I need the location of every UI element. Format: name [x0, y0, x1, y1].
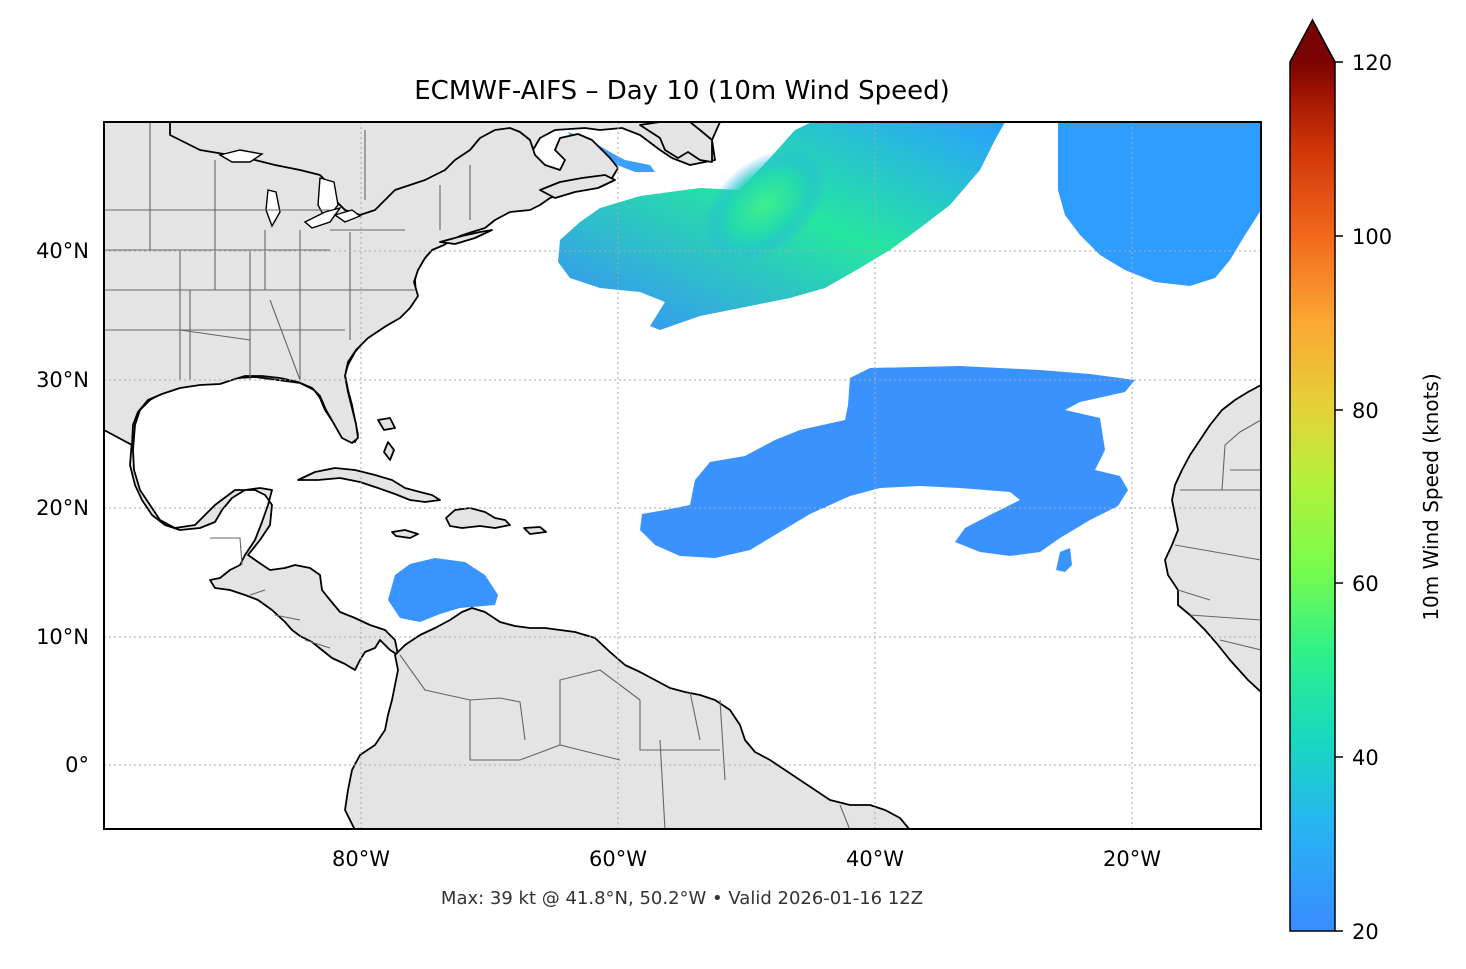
south-america-borders	[399, 654, 851, 829]
lat-tick-label: 40°N	[36, 239, 89, 263]
lon-tick-label: 60°W	[589, 847, 647, 871]
us-state-lines	[104, 122, 471, 381]
wind-region-northeast	[1058, 122, 1261, 286]
wind-region-cape-verde	[1056, 548, 1072, 572]
lat-tick-label: 20°N	[36, 496, 89, 520]
jet-core-maximum	[703, 149, 827, 261]
bahamas	[377, 417, 396, 461]
africa-borders	[1174, 419, 1261, 651]
south-america	[344, 607, 911, 829]
colorbar-label: 10m Wind Speed (knots)	[1419, 373, 1443, 620]
colorbar-tick-label: 120	[1352, 51, 1392, 75]
lat-tick-label: 10°N	[36, 625, 89, 649]
colorbar-extend-arrow	[1290, 20, 1335, 62]
lat-tick-labels: 40°N 30°N 20°N 10°N 0°	[36, 239, 89, 777]
lat-tick-label: 0°	[65, 753, 89, 777]
colorbar-tick-label: 20	[1352, 920, 1379, 944]
colorbar-tick-labels: 20 40 60 80 100 120	[1352, 51, 1392, 944]
puerto-rico	[523, 526, 547, 535]
lake-superior	[218, 149, 264, 163]
colorbar-tick-label: 100	[1352, 225, 1392, 249]
central-america-borders	[210, 537, 331, 649]
nova-scotia	[539, 174, 616, 199]
political-borders	[104, 122, 1261, 829]
long-island	[439, 229, 493, 245]
max-wind-annotation: Max: 39 kt @ 41.8°N, 50.2°W • Valid 2026…	[441, 888, 923, 909]
lake-michigan	[265, 189, 281, 228]
colorbar: 20 40 60 80 100 120 10m Wind Speed (knot…	[1289, 18, 1443, 944]
newfoundland	[639, 122, 713, 163]
lon-tick-label: 20°W	[1103, 847, 1161, 871]
hispaniola	[445, 507, 511, 529]
lon-tick-label: 80°W	[332, 847, 390, 871]
wind-region-caribbean	[388, 558, 498, 622]
colorbar-tick-label: 80	[1352, 399, 1379, 423]
colorbar-outline	[1289, 18, 1336, 932]
jamaica	[391, 529, 419, 539]
cuba	[297, 467, 441, 503]
lon-tick-label: 40°W	[846, 847, 904, 871]
wind-region-subtropical	[640, 366, 1135, 558]
colorbar-tick-label: 40	[1352, 746, 1379, 770]
colorbar-tick-label: 60	[1352, 572, 1379, 596]
lon-tick-labels: 80°W 60°W 40°W 20°W	[332, 847, 1161, 871]
colorbar-ticks	[1335, 61, 1343, 932]
map-title: ECMWF-AIFS – Day 10 (10m Wind Speed)	[414, 76, 950, 106]
colorbar-gradient	[1290, 62, 1335, 931]
map-panel	[104, 122, 1261, 829]
lakes	[218, 149, 362, 229]
lat-tick-label: 30°N	[36, 368, 89, 392]
west-africa	[1164, 384, 1261, 693]
map-frame	[103, 121, 1262, 830]
lake-ontario	[333, 209, 362, 223]
